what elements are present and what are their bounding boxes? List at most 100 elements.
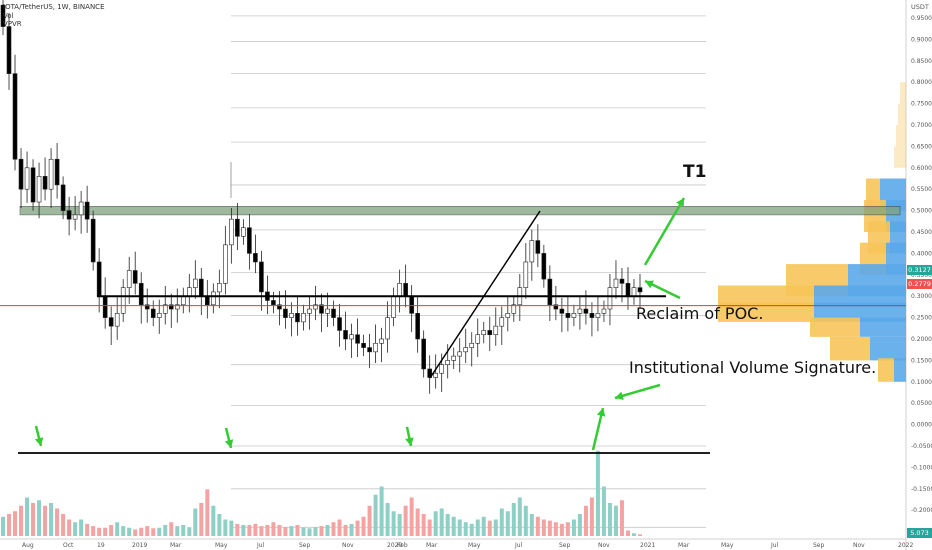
candle-body [625, 283, 631, 297]
volume-bar [229, 520, 234, 536]
x-tick-label: 2020 [387, 542, 402, 549]
y-tick-label: 0.0500 [911, 400, 932, 407]
y-tick-label: 0.0000 [911, 422, 932, 429]
candle-body [511, 304, 517, 314]
volume-bar [133, 529, 138, 536]
y-tick-label: 0.6500 [911, 143, 932, 150]
candle-body [379, 338, 384, 344]
y-tick-label: 0.3000 [911, 293, 932, 300]
candle-body [331, 308, 336, 318]
candle-body [349, 334, 354, 340]
candle-body [589, 313, 595, 318]
volume-bar [595, 450, 600, 536]
volume-bar [283, 527, 288, 536]
volume-bar [517, 497, 522, 536]
candle-body [156, 313, 162, 318]
volume-bar [313, 527, 318, 536]
candle-body [415, 313, 420, 340]
volume-bar [535, 516, 540, 536]
volume-bar [181, 525, 186, 536]
candle-body [108, 317, 114, 327]
candle-body [337, 317, 342, 331]
volume-bar [61, 514, 66, 536]
volume-bar [373, 494, 378, 536]
y-tick-label: 0.4500 [911, 229, 932, 236]
y-tick-label: 0.1500 [911, 357, 932, 364]
candle-body [295, 313, 300, 323]
volume-bar [235, 523, 240, 536]
y-tick-label: 0.8500 [911, 58, 932, 65]
candle-body [595, 313, 601, 318]
vpvr-bar-faint [898, 103, 906, 125]
candle-body [475, 334, 481, 344]
volume-bar [427, 519, 432, 536]
volume-bar [577, 514, 582, 536]
candle-body [223, 244, 228, 284]
volume-bar [289, 526, 294, 536]
volume-bar [91, 526, 96, 536]
candle-body [114, 313, 120, 327]
volume-bar [457, 519, 462, 536]
volume-bar [487, 520, 492, 536]
candle-body [283, 308, 288, 318]
t1-annotation: T1 [683, 162, 707, 182]
candle-body [577, 308, 583, 314]
x-tick-label: Nov [598, 542, 610, 549]
y-tick-label: 0.7000 [911, 122, 932, 129]
last-price-tag: 0.3127 [907, 265, 932, 275]
x-tick-label: 2019 [132, 542, 147, 549]
candle-body [301, 313, 306, 323]
candle-body [60, 184, 66, 211]
candle-body [529, 240, 535, 263]
candle-body [48, 158, 54, 190]
arrow-vol-3-head [405, 437, 414, 446]
candle-body [325, 308, 330, 314]
volume-bar [481, 516, 486, 536]
candle-body [235, 218, 240, 237]
volume-bar [469, 523, 474, 536]
candle-body [84, 201, 90, 220]
volume-bar [493, 519, 498, 536]
volume-bar [619, 500, 624, 536]
volume-bar [355, 520, 360, 536]
candle-body [271, 300, 276, 306]
volume-bar [559, 523, 564, 536]
volume-bar [511, 503, 516, 536]
vpvr-indicator-label: VPVR [3, 20, 22, 28]
candle-body [469, 342, 475, 348]
vpvr-bar-faint [900, 82, 906, 104]
candle-body [138, 283, 144, 306]
price-axis[interactable]: 0.9500 0.9000 0.8500 0.8000 0.7500 0.7000 0.65… [911, 15, 932, 536]
volume-bar [121, 526, 126, 536]
volume-bar [259, 526, 264, 536]
volume-bar [187, 527, 192, 536]
candle-body [174, 304, 180, 310]
volume-bar [565, 522, 570, 536]
candle-body [355, 334, 360, 344]
candle-body [571, 313, 577, 318]
volume-bar [115, 522, 120, 536]
y-tick-label: 0.4000 [911, 250, 932, 257]
volume-bar [1, 516, 5, 536]
volume-bar [499, 508, 504, 536]
candle-body [253, 253, 258, 263]
candle-body [613, 278, 619, 288]
volume-bar [139, 527, 144, 536]
candle-body [343, 330, 348, 340]
candle-body [72, 214, 78, 220]
candle-body [217, 283, 222, 293]
candle-body [150, 308, 156, 318]
vpvr-bar-down [814, 285, 906, 307]
candle-body [319, 304, 324, 314]
candle-body [439, 364, 444, 374]
volume-bar [157, 527, 162, 536]
candle-body [12, 73, 18, 160]
candle-body [547, 278, 553, 306]
candle-body [6, 26, 12, 74]
x-tick-label: Nov [342, 542, 354, 549]
candle-body [193, 278, 198, 288]
x-tick-label: May [215, 542, 228, 549]
volume-bar [607, 503, 612, 536]
